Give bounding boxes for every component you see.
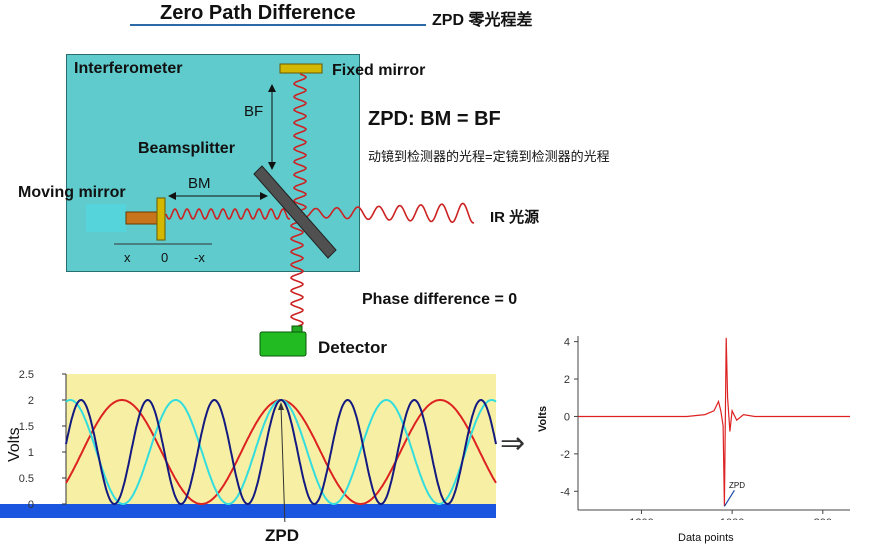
interferogram-x-tick-label: 800	[814, 517, 832, 520]
tick-zero: 0	[161, 250, 169, 265]
fixed-mirror-label: Fixed mirror	[332, 62, 426, 79]
beamsplitter-label: Beamsplitter	[138, 140, 235, 157]
tick-neg-x: -x	[194, 250, 205, 265]
beamsplitter-plate	[253, 165, 337, 259]
detector-label: Detector	[318, 338, 387, 357]
interferogram-ylabel: Volts	[537, 405, 549, 432]
interferogram-y-tick-label: 4	[564, 337, 570, 349]
wave-ir-source	[299, 202, 475, 224]
interferogram-zpd-pointer	[723, 489, 735, 507]
phase-difference-label: Phase difference = 0	[362, 291, 518, 308]
wave-y-tick-label: 0	[28, 499, 34, 511]
moving-mirror	[156, 197, 166, 241]
detector-body	[259, 331, 307, 357]
interferogram-line	[578, 337, 850, 507]
zpd-pointer-head	[278, 402, 284, 410]
interferogram-y-tick-label: -4	[560, 486, 570, 498]
wave-moving-arm	[165, 208, 291, 220]
wave-chart: 2.5 2 1.5 1 0.5 0	[0, 366, 497, 522]
tick-x: x	[124, 250, 131, 265]
zpd-label: ZPD	[265, 526, 299, 545]
interferogram-y-tick-label: 2	[564, 374, 570, 386]
wave-plot-left-margin	[0, 366, 66, 504]
bm-arrow-head-left	[168, 192, 176, 200]
zpd-chinese-caption: 动镜到检测器的光程=定镜到检测器的光程	[368, 149, 610, 164]
moving-mirror-label: Moving mirror	[18, 184, 126, 201]
diagram-title: Zero Path Difference	[160, 2, 356, 24]
title-underline	[130, 24, 426, 26]
wave-y-tick-label: 1.5	[19, 421, 34, 433]
wave-plot-floor	[0, 504, 496, 518]
interferogram-chart: 4 2 0 -2 -4 1200 1000 800	[560, 336, 850, 520]
interferogram-zpd-annotation: ZPD	[729, 481, 745, 490]
bm-label: BM	[188, 175, 211, 192]
interferogram-x-tick-label: 1000	[720, 517, 744, 520]
bf-arrow-head-top	[268, 84, 276, 92]
light-patch	[86, 204, 126, 232]
interferogram-x-tick-label: 1200	[629, 517, 653, 520]
wave-plot-area: 2.5 2 1.5 1 0.5 0	[0, 366, 497, 522]
wave-series-navy	[65, 398, 497, 505]
wave-fixed-arm	[293, 73, 307, 211]
interferometer-label: Interferometer	[74, 60, 183, 77]
zpd-equation: ZPD: BM = BF	[368, 108, 501, 130]
wave-y-tick-label: 2	[28, 395, 34, 407]
interferogram-xlabel: Data points	[678, 532, 734, 544]
fixed-mirror	[279, 63, 323, 74]
wave-detector-arm	[290, 215, 304, 327]
interferogram-y-tick-label: 0	[564, 411, 570, 423]
bf-label: BF	[244, 103, 264, 120]
bf-arrow-head-bottom	[268, 162, 276, 170]
wave-y-tick-label: 0.5	[19, 473, 34, 485]
wave-chart-ylabel: Volts	[6, 427, 23, 462]
transform-arrow-icon: ⇒	[500, 427, 526, 460]
wave-y-tick-label: 2.5	[19, 369, 34, 381]
zpd-pointer-line	[280, 405, 286, 522]
interferogram-y-tick-label: -2	[560, 449, 570, 461]
interferogram-plot-area: 4 2 0 -2 -4 1200 1000 800	[560, 336, 850, 520]
zpd-heading: ZPD 零光程差	[432, 12, 533, 29]
wave-y-tick-label: 1	[28, 447, 34, 459]
wave-plot-background	[66, 374, 496, 504]
bm-arrow-head-right	[260, 192, 268, 200]
ir-source-label: IR 光源	[490, 209, 540, 226]
moving-mirror-rod	[125, 211, 159, 225]
